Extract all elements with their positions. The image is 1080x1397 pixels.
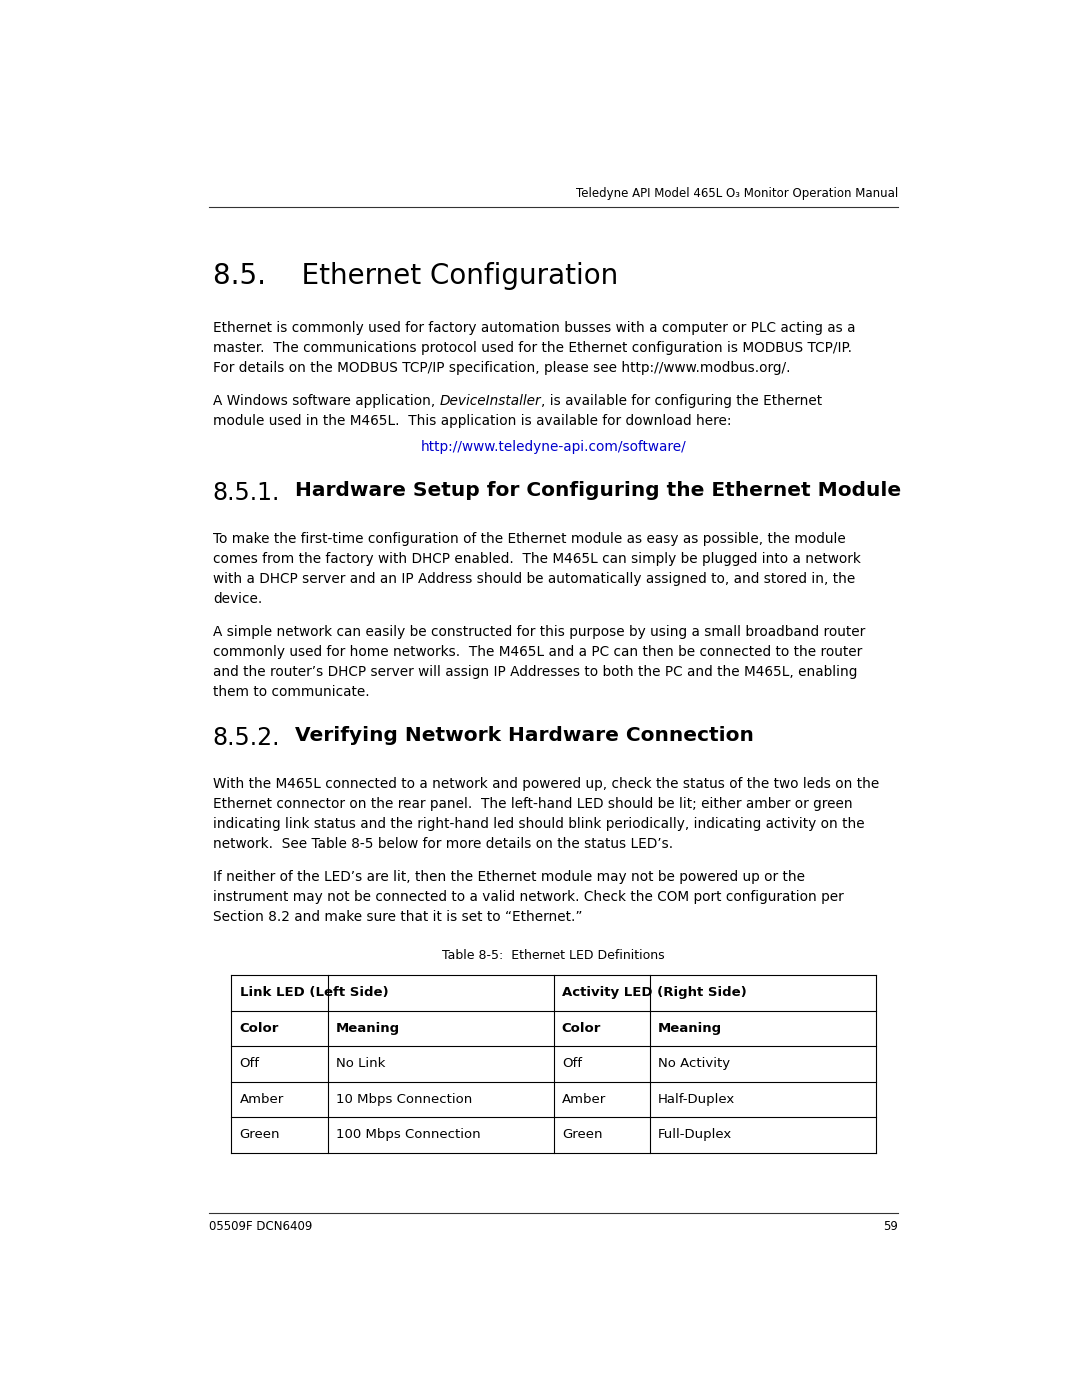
Text: Verifying Network Hardware Connection: Verifying Network Hardware Connection xyxy=(288,726,754,746)
Text: For details on the MODBUS TCP/IP specification, please see http://www.modbus.org: For details on the MODBUS TCP/IP specifi… xyxy=(213,362,791,376)
Text: If neither of the LED’s are lit, then the Ethernet module may not be powered up : If neither of the LED’s are lit, then th… xyxy=(213,870,805,884)
Text: Ethernet connector on the rear panel.  The left-hand LED should be lit; either a: Ethernet connector on the rear panel. Th… xyxy=(213,796,852,810)
Text: To make the first-time configuration of the Ethernet module as easy as possible,: To make the first-time configuration of … xyxy=(213,532,846,546)
Text: Table 8-5:  Ethernet LED Definitions: Table 8-5: Ethernet LED Definitions xyxy=(442,949,665,963)
Text: 8.5.2.: 8.5.2. xyxy=(213,726,281,750)
Text: 59: 59 xyxy=(883,1220,899,1234)
Text: Hardware Setup for Configuring the Ethernet Module: Hardware Setup for Configuring the Ether… xyxy=(287,482,901,500)
Text: 10 Mbps Connection: 10 Mbps Connection xyxy=(336,1092,472,1106)
Text: Teledyne API Model 465L O₃ Monitor Operation Manual: Teledyne API Model 465L O₃ Monitor Opera… xyxy=(576,187,899,200)
Text: comes from the factory with DHCP enabled.  The M465L can simply be plugged into : comes from the factory with DHCP enabled… xyxy=(213,552,861,566)
Text: network.  See Table 8-5 below for more details on the status LED’s.: network. See Table 8-5 below for more de… xyxy=(213,837,673,851)
Text: indicating link status and the right-hand led should blink periodically, indicat: indicating link status and the right-han… xyxy=(213,817,864,831)
Text: A Windows software application,: A Windows software application, xyxy=(213,394,440,408)
Text: Off: Off xyxy=(240,1058,259,1070)
Text: , is available for configuring the Ethernet: , is available for configuring the Ether… xyxy=(541,394,822,408)
Text: Color: Color xyxy=(240,1021,279,1035)
Text: http://www.teledyne-api.com/software/: http://www.teledyne-api.com/software/ xyxy=(420,440,687,454)
Text: Off: Off xyxy=(562,1058,582,1070)
Text: device.: device. xyxy=(213,592,262,606)
Text: Meaning: Meaning xyxy=(336,1021,400,1035)
Text: module used in the M465L.  This application is available for download here:: module used in the M465L. This applicati… xyxy=(213,415,731,429)
Text: 8.5.1.: 8.5.1. xyxy=(213,482,280,506)
Text: With the M465L connected to a network and powered up, check the status of the tw: With the M465L connected to a network an… xyxy=(213,777,879,791)
Text: and the router’s DHCP server will assign IP Addresses to both the PC and the M46: and the router’s DHCP server will assign… xyxy=(213,665,858,679)
Text: No Activity: No Activity xyxy=(658,1058,730,1070)
Text: Green: Green xyxy=(562,1129,603,1141)
Text: Meaning: Meaning xyxy=(658,1021,723,1035)
Text: commonly used for home networks.  The M465L and a PC can then be connected to th: commonly used for home networks. The M46… xyxy=(213,645,862,659)
Text: Ethernet is commonly used for factory automation busses with a computer or PLC a: Ethernet is commonly used for factory au… xyxy=(213,321,855,335)
Text: Green: Green xyxy=(240,1129,280,1141)
Text: Amber: Amber xyxy=(562,1092,606,1106)
Text: Half-Duplex: Half-Duplex xyxy=(658,1092,735,1106)
Text: Activity LED (Right Side): Activity LED (Right Side) xyxy=(562,986,746,999)
Text: instrument may not be connected to a valid network. Check the COM port configura: instrument may not be connected to a val… xyxy=(213,890,843,904)
Text: Section 8.2 and make sure that it is set to “Ethernet.”: Section 8.2 and make sure that it is set… xyxy=(213,909,582,923)
Text: master.  The communications protocol used for the Ethernet configuration is MODB: master. The communications protocol used… xyxy=(213,341,852,355)
Text: DeviceInstaller: DeviceInstaller xyxy=(440,394,541,408)
Text: Amber: Amber xyxy=(240,1092,284,1106)
Text: Link LED (Left Side): Link LED (Left Side) xyxy=(240,986,388,999)
Text: 05509F DCN6409: 05509F DCN6409 xyxy=(208,1220,312,1234)
Text: with a DHCP server and an IP Address should be automatically assigned to, and st: with a DHCP server and an IP Address sho… xyxy=(213,571,855,585)
Text: them to communicate.: them to communicate. xyxy=(213,685,369,698)
Text: 100 Mbps Connection: 100 Mbps Connection xyxy=(336,1129,481,1141)
Text: Color: Color xyxy=(562,1021,602,1035)
Text: A simple network can easily be constructed for this purpose by using a small bro: A simple network can easily be construct… xyxy=(213,624,865,638)
Text: No Link: No Link xyxy=(336,1058,386,1070)
Text: 8.5.    Ethernet Configuration: 8.5. Ethernet Configuration xyxy=(213,263,618,291)
Text: Full-Duplex: Full-Duplex xyxy=(658,1129,732,1141)
